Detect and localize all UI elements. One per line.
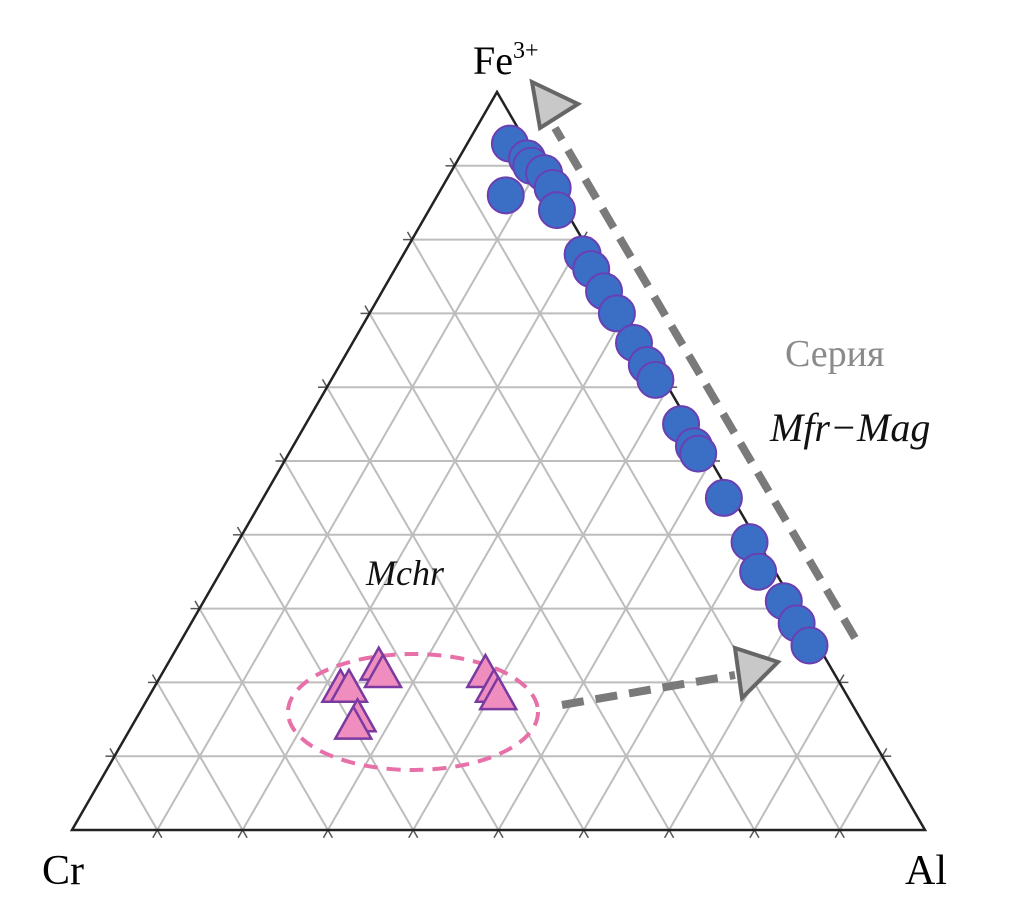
tick-mark bbox=[194, 600, 201, 609]
tick-mark bbox=[583, 829, 589, 839]
data-point bbox=[739, 552, 778, 591]
trend-arrow-line bbox=[551, 125, 859, 641]
series-label: Серия bbox=[785, 333, 885, 375]
data-point bbox=[537, 191, 576, 230]
tick-mark bbox=[406, 231, 413, 240]
apex-label: Fe3+ bbox=[473, 38, 539, 83]
tick-mark bbox=[668, 829, 675, 839]
tick-mark bbox=[749, 829, 756, 839]
grid-line bbox=[453, 165, 841, 831]
data-point bbox=[486, 176, 525, 215]
data-point bbox=[328, 667, 370, 704]
data-point bbox=[790, 626, 829, 665]
tick-mark bbox=[834, 829, 841, 839]
data-point bbox=[362, 652, 404, 689]
tick-mark bbox=[156, 829, 163, 839]
tick-mark bbox=[241, 829, 248, 839]
grid-line bbox=[156, 681, 244, 831]
trend-arrow-head bbox=[529, 78, 583, 132]
tick-mark bbox=[578, 829, 585, 839]
grid-line bbox=[156, 165, 541, 831]
tick-mark bbox=[364, 305, 371, 314]
tick-mark bbox=[839, 829, 845, 839]
grid bbox=[105, 157, 892, 839]
right-vertex-label: Al bbox=[905, 848, 947, 894]
data-point bbox=[704, 478, 743, 517]
data-points bbox=[320, 124, 829, 740]
tick-mark bbox=[881, 748, 888, 757]
grid-line bbox=[368, 312, 670, 831]
tick-mark bbox=[753, 829, 760, 839]
grid-line bbox=[668, 608, 798, 831]
grid-line bbox=[113, 755, 159, 831]
data-point bbox=[478, 674, 519, 711]
group-ellipse bbox=[286, 652, 540, 772]
tick-mark bbox=[321, 379, 328, 388]
data-point bbox=[679, 434, 718, 473]
tick-mark bbox=[327, 829, 334, 839]
grid-line bbox=[241, 534, 415, 831]
grid-line bbox=[838, 755, 884, 831]
grid-line bbox=[753, 681, 841, 831]
left-vertex-label: Cr bbox=[42, 848, 84, 894]
tick-mark bbox=[408, 829, 414, 839]
grid-line bbox=[327, 312, 627, 831]
tick-mark bbox=[109, 748, 116, 757]
tick-mark bbox=[838, 674, 845, 683]
tick-mark bbox=[279, 452, 286, 462]
apex-label-sup: 3+ bbox=[513, 38, 539, 64]
grid-line bbox=[497, 460, 712, 831]
apex-label-main: Fe bbox=[473, 38, 513, 83]
group-label: Mchr bbox=[365, 553, 445, 593]
tick-mark bbox=[449, 157, 456, 167]
tick-mark bbox=[322, 829, 329, 839]
data-point bbox=[636, 360, 675, 399]
tick-mark bbox=[151, 674, 158, 683]
grid-line bbox=[283, 460, 500, 831]
tick-mark bbox=[663, 829, 670, 839]
grid-line bbox=[198, 608, 329, 831]
tick-mark bbox=[152, 829, 158, 839]
tick-mark bbox=[493, 829, 500, 839]
shift-arrow-head bbox=[732, 645, 782, 703]
series-name: Mfr−Mag bbox=[769, 405, 930, 450]
data-point bbox=[597, 294, 636, 333]
tick-mark bbox=[237, 829, 244, 839]
data-point bbox=[333, 704, 374, 740]
tick-mark bbox=[497, 829, 504, 839]
grid-line bbox=[582, 534, 755, 831]
shift-arrow-line bbox=[561, 671, 736, 709]
tick-mark bbox=[412, 829, 419, 839]
tick-mark bbox=[236, 526, 243, 536]
